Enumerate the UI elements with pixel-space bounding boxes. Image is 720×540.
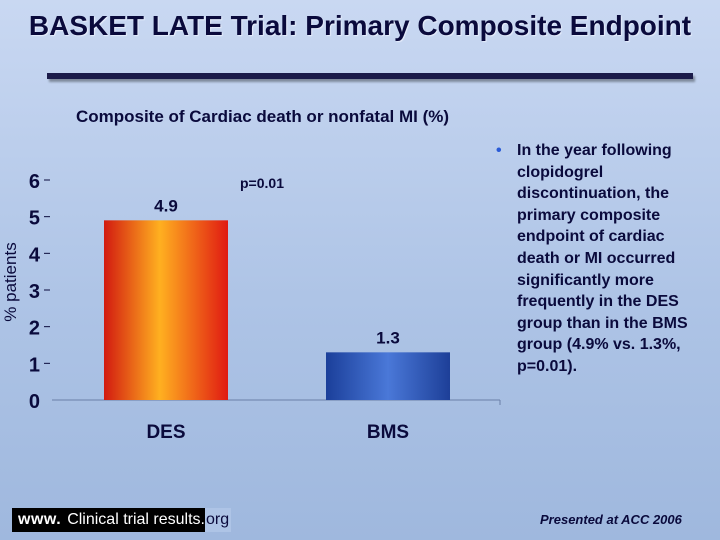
page-title: BASKET LATE Trial: Primary Composite End…: [28, 10, 692, 41]
presented-at-text: Presented at ACC 2006: [540, 512, 682, 527]
x-tick-label: DES: [146, 422, 185, 443]
y-tick-label: 4: [29, 244, 41, 266]
y-tick-label: 1: [29, 354, 40, 376]
footer-www: www.: [18, 511, 62, 528]
data-label: 1.3: [376, 328, 400, 347]
y-tick-label: 0: [29, 391, 40, 413]
bar-bms: [326, 352, 450, 400]
footer-site-name: Clinical trial results.: [67, 511, 205, 528]
title-underline: [47, 73, 693, 79]
footer-tld: org: [205, 508, 232, 532]
bullet-text: In the year following clopidogrel discon…: [517, 142, 688, 375]
bullet-dot-icon: •: [496, 142, 502, 159]
y-axis-label: % patients: [1, 242, 20, 321]
p-value-annotation: p=0.01: [240, 175, 284, 191]
footer-logo: www. Clinical trial results.org: [12, 508, 232, 532]
x-tick-label: BMS: [367, 422, 409, 443]
y-tick-label: 6: [29, 171, 40, 193]
y-tick-label: 3: [29, 281, 40, 303]
y-tick-label: 5: [29, 208, 40, 230]
chart-title: Composite of Cardiac death or nonfatal M…: [75, 107, 450, 126]
summary-bullet: • In the year following clopidogrel disc…: [496, 140, 706, 378]
data-label: 4.9: [154, 196, 178, 215]
bars: 4.9 DES 1.3 BMS p=0.01: [104, 175, 450, 443]
y-tick-label: 2: [29, 318, 40, 340]
bar-des: [104, 220, 228, 400]
